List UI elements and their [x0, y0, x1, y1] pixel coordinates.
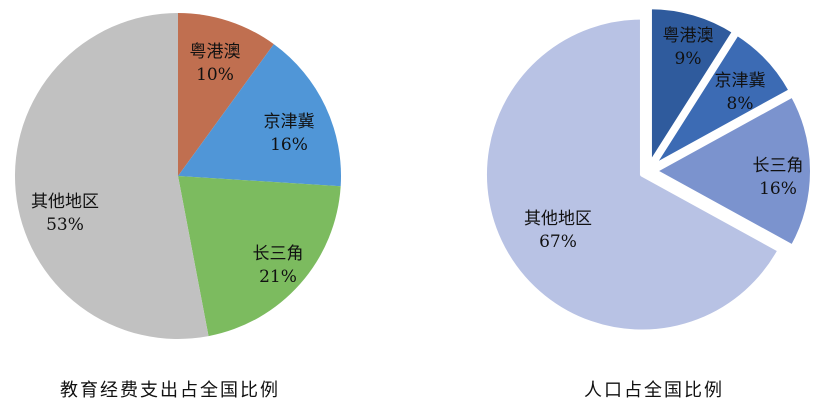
slice-name: 京津冀 — [263, 112, 315, 132]
slice-label-pop-gba: 粤港澳 9% — [663, 25, 714, 71]
slice-percent: 53% — [46, 215, 84, 235]
pie-slice-0 — [647, 5, 737, 167]
pie-population-exploded — [482, 5, 815, 334]
pie-slice-1 — [178, 44, 342, 187]
slice-percent: 16% — [759, 179, 797, 199]
pie-charts-canvas — [14, 5, 815, 339]
slice-name: 京津冀 — [714, 71, 766, 91]
slice-label-pop-yrd: 长三角 16% — [753, 155, 804, 201]
slice-label-edu-jjj: 京津冀 16% — [264, 111, 315, 157]
pie-education-expenditure — [14, 12, 342, 339]
slice-label-edu-yrd: 长三角 21% — [253, 243, 304, 289]
slice-name: 粤港澳 — [662, 26, 714, 46]
pie-slice-2 — [653, 93, 815, 249]
slice-label-edu-other: 其他地区 53% — [31, 191, 99, 237]
slice-percent: 21% — [259, 267, 297, 287]
pie-slice-2 — [178, 176, 341, 337]
slice-name: 长三角 — [252, 244, 304, 264]
slice-percent: 10% — [196, 65, 234, 85]
slice-name: 粤港澳 — [189, 42, 241, 62]
pie-slice-3 — [482, 15, 782, 334]
pie-slice-3 — [14, 12, 209, 339]
slice-percent: 9% — [674, 49, 702, 69]
slice-percent: 67% — [539, 232, 577, 252]
chart-title-population: 人口占全国比例 — [584, 380, 724, 401]
slice-name: 其他地区 — [31, 192, 99, 212]
slice-name: 其他地区 — [524, 209, 592, 229]
slice-percent: 8% — [726, 94, 754, 114]
slice-label-edu-gba: 粤港澳 10% — [190, 41, 241, 87]
slice-label-pop-other: 其他地区 67% — [524, 208, 592, 254]
slice-percent: 16% — [270, 135, 308, 155]
pie-slice-0 — [178, 13, 274, 176]
chart-title-education-expenditure: 教育经费支出占全国比例 — [60, 380, 280, 401]
pie-slice-1 — [651, 31, 793, 169]
slice-label-pop-jjj: 京津冀 8% — [715, 70, 766, 116]
slice-name: 长三角 — [752, 156, 804, 176]
